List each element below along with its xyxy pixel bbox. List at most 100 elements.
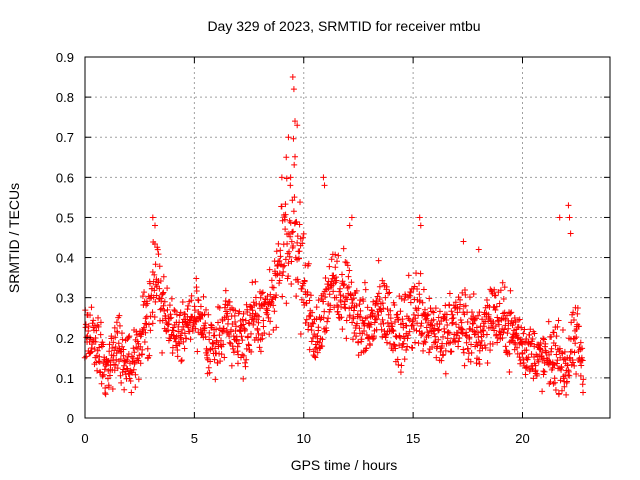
data-point [257, 294, 264, 301]
data-point [296, 221, 303, 228]
data-point [266, 266, 273, 273]
data-point [403, 322, 410, 329]
data-point [261, 330, 268, 337]
data-point [322, 275, 329, 282]
data-point [281, 262, 288, 269]
data-point [120, 346, 127, 353]
data-point [452, 339, 459, 346]
data-point [308, 338, 315, 345]
data-point [404, 343, 411, 350]
data-point [483, 297, 490, 304]
data-point [524, 365, 531, 372]
data-point [311, 353, 318, 360]
data-point [579, 345, 586, 352]
data-point [176, 312, 183, 319]
data-point [93, 327, 100, 334]
data-point [293, 218, 300, 225]
data-point [437, 348, 444, 355]
data-point [414, 285, 421, 292]
data-point [431, 325, 438, 332]
data-point [337, 292, 344, 299]
data-point [578, 354, 585, 361]
data-point [442, 347, 449, 354]
data-point [384, 319, 391, 326]
data-point [118, 379, 125, 386]
x-tick-label: 15 [406, 431, 420, 446]
data-point [135, 340, 142, 347]
data-point [97, 331, 104, 338]
data-point [548, 348, 555, 355]
data-point [448, 348, 455, 355]
data-point [102, 390, 109, 397]
data-point [432, 305, 439, 312]
data-point [285, 134, 292, 141]
data-point [193, 318, 200, 325]
data-point [240, 352, 247, 359]
data-point [460, 346, 467, 353]
data-point [158, 295, 165, 302]
data-point [408, 322, 415, 329]
data-point [343, 335, 350, 342]
data-point [467, 358, 474, 365]
data-point [435, 336, 442, 343]
data-point [297, 330, 304, 337]
data-point [109, 386, 116, 393]
data-point [506, 368, 513, 375]
data-point [309, 309, 316, 316]
data-point [96, 358, 103, 365]
data-point [540, 335, 547, 342]
data-point [417, 323, 424, 330]
data-point [348, 279, 355, 286]
data-point [344, 262, 351, 269]
chart-title: Day 329 of 2023, SRMTID for receiver mtb… [207, 18, 480, 34]
data-point [346, 267, 353, 274]
data-point [570, 309, 577, 316]
data-point [228, 362, 235, 369]
data-point [206, 329, 213, 336]
data-point [206, 336, 213, 343]
data-point [574, 304, 581, 311]
data-point [335, 252, 342, 259]
data-point [315, 297, 322, 304]
data-point [504, 330, 511, 337]
data-point [164, 285, 171, 292]
data-point [527, 341, 534, 348]
data-point [552, 386, 559, 393]
data-point [245, 319, 252, 326]
data-point [344, 285, 351, 292]
data-point [141, 324, 148, 331]
data-point [468, 309, 475, 316]
data-point [255, 313, 262, 320]
data-point [432, 333, 439, 340]
data-point [356, 301, 363, 308]
data-point [427, 305, 434, 312]
data-point [339, 271, 346, 278]
data-point [141, 289, 148, 296]
data-point [324, 281, 331, 288]
data-point [226, 298, 233, 305]
data-point [460, 238, 467, 245]
data-point [511, 315, 518, 322]
data-point [179, 326, 186, 333]
data-point [573, 371, 580, 378]
data-point [234, 348, 241, 355]
data-point [174, 346, 181, 353]
data-point [413, 270, 420, 277]
data-point [305, 260, 312, 267]
data-point [494, 317, 501, 324]
data-point [313, 315, 320, 322]
data-point [553, 333, 560, 340]
data-point [93, 359, 100, 366]
data-point [348, 214, 355, 221]
data-point [273, 324, 280, 331]
data-point [433, 354, 440, 361]
data-point [279, 272, 286, 279]
data-point [290, 208, 297, 215]
data-point [336, 288, 343, 295]
data-point [399, 316, 406, 323]
data-point [550, 329, 557, 336]
data-point [387, 340, 394, 347]
data-point [201, 325, 208, 332]
data-point [542, 340, 549, 347]
